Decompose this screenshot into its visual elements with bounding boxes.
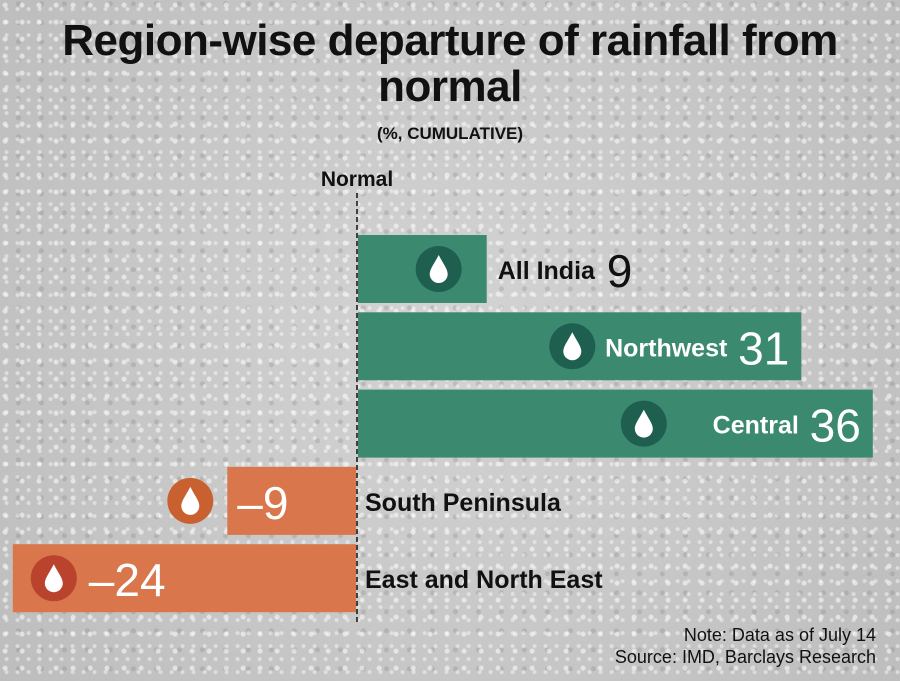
footer-source: Source: IMD, Barclays Research [614, 647, 876, 667]
value-label: 9 [607, 245, 633, 297]
bar-2 [358, 389, 873, 458]
value-label: –9 [237, 477, 288, 529]
water-drop-icon [634, 409, 653, 438]
value-label: 36 [810, 400, 861, 452]
bar-label: South Peninsula [365, 489, 562, 517]
water-drop-icon [181, 486, 200, 515]
baseline-label: Normal [321, 168, 393, 191]
value-label: –24 [89, 554, 166, 606]
footer: Note: Data as of July 14 Source: IMD, Ba… [615, 624, 876, 668]
bar-label: East and North East [365, 566, 603, 594]
water-drop-icon [563, 332, 582, 361]
bar-3 [227, 466, 356, 535]
water-drop-icon [429, 255, 448, 283]
chart-title: Region-wise departure of rainfall from n… [0, 18, 900, 110]
bar-label: Central [713, 412, 799, 440]
footer-note: Note: Data as of July 14 [683, 625, 876, 645]
bar-label: Northwest [605, 334, 728, 362]
title-text: Region-wise departure of rainfall from n… [62, 16, 838, 111]
chart-subtitle: (%, CUMULATIVE) [376, 124, 524, 143]
value-label: 31 [738, 322, 789, 374]
bar-label: All India [498, 257, 596, 285]
water-drop-icon [44, 564, 63, 593]
